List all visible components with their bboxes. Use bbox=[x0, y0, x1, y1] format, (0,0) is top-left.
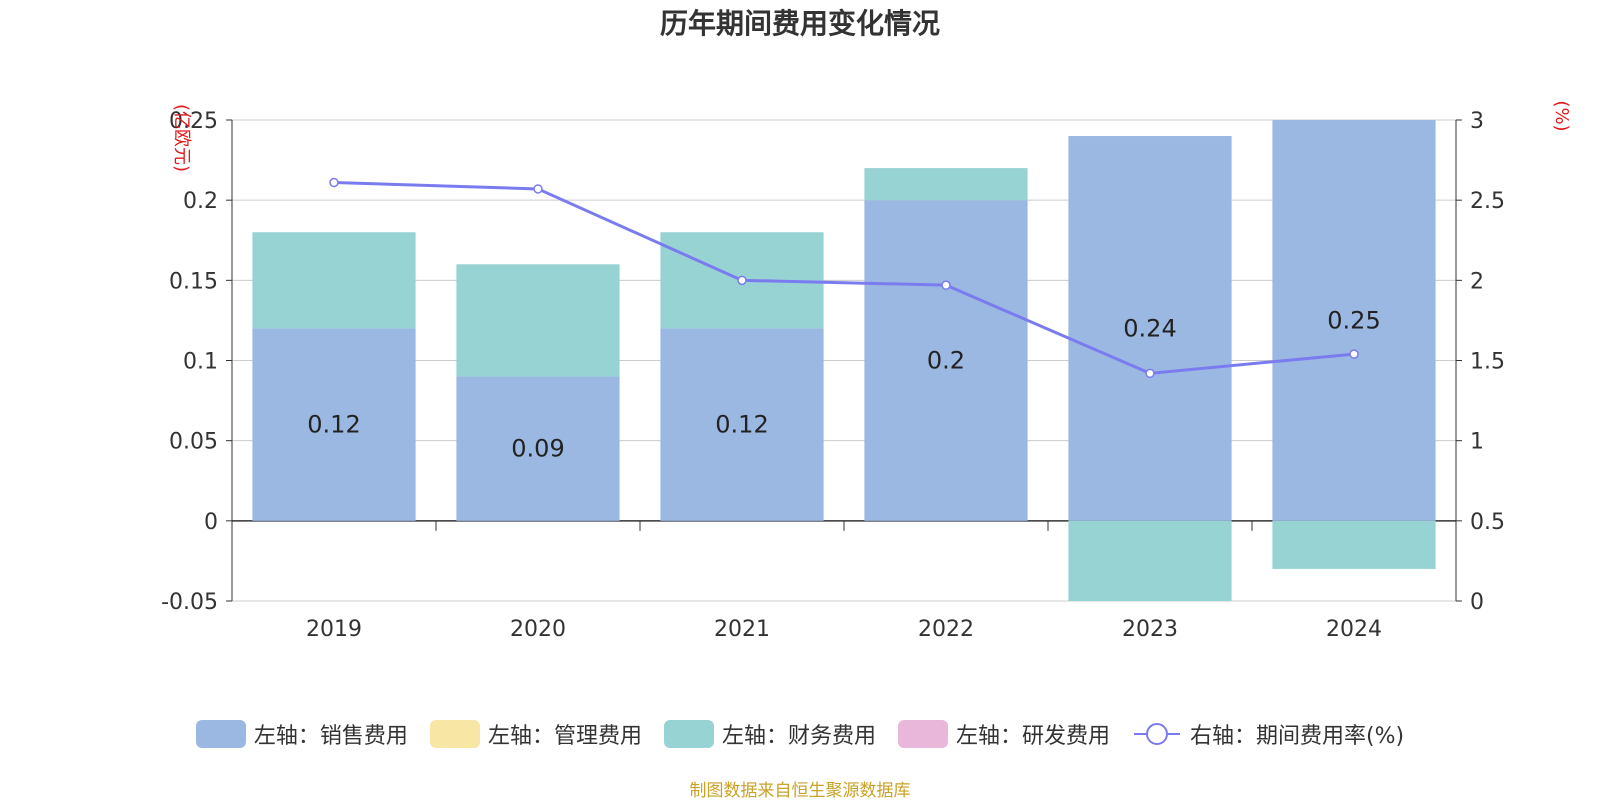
legend-label: 右轴：期间费用率(%) bbox=[1189, 724, 1405, 749]
rate-point bbox=[1145, 368, 1155, 379]
bar bbox=[252, 232, 416, 329]
right-axis-unit: (%) bbox=[1551, 100, 1572, 131]
bar-data-label: 0.25 bbox=[1327, 306, 1380, 334]
x-tick-label: 2019 bbox=[306, 617, 362, 642]
x-tick-label: 2023 bbox=[1122, 617, 1178, 642]
legend-item[interactable]: 左轴：财务费用 bbox=[663, 718, 876, 750]
chart-legend: 左轴：销售费用 左轴：管理费用 左轴：财务费用 左轴：研发费用 右轴：期间费用率(%) bbox=[0, 718, 1600, 750]
chart-title: 历年期间费用变化情况 bbox=[659, 7, 940, 40]
right-tick-label: 3 bbox=[1470, 109, 1484, 134]
rate-point bbox=[329, 177, 339, 188]
left-tick-label: 0.05 bbox=[169, 430, 218, 455]
bar bbox=[252, 328, 416, 521]
rate-point bbox=[737, 275, 747, 286]
left-axis-unit: (亿欧元) bbox=[171, 104, 192, 172]
right-tick-label: 2 bbox=[1470, 269, 1484, 294]
rate-line bbox=[333, 181, 1355, 375]
legend-label: 左轴：财务费用 bbox=[721, 724, 876, 749]
left-tick-label: 0.1 bbox=[183, 350, 218, 375]
chart-plot: 0.25 0.2 0.15 0.1 0.05 0 -0.05 3 2.5 2 1.5 1 0.5 0 (亿欧… bbox=[161, 100, 1572, 642]
x-tick-label: 2020 bbox=[510, 617, 566, 642]
x-tick-label: 2022 bbox=[918, 617, 974, 642]
right-tick-label: 0.5 bbox=[1470, 510, 1505, 535]
legend-swatch bbox=[429, 720, 480, 748]
bar bbox=[1272, 520, 1436, 569]
legend-item[interactable]: 右轴：期间费用率(%) bbox=[1132, 718, 1404, 750]
legend-swatch bbox=[1133, 723, 1180, 745]
rate-point bbox=[941, 280, 951, 290]
legend-swatch bbox=[663, 720, 714, 748]
bar-data-label: 0.12 bbox=[715, 411, 768, 439]
bar bbox=[1272, 120, 1436, 521]
right-tick-label: 1.5 bbox=[1470, 350, 1505, 375]
left-tick-label: -0.05 bbox=[161, 590, 218, 615]
bar bbox=[864, 168, 1028, 201]
legend-item[interactable]: 左轴：研发费用 bbox=[897, 718, 1110, 750]
legend-label: 左轴：管理费用 bbox=[487, 724, 642, 749]
bar bbox=[660, 328, 824, 521]
left-tick-label: 0 bbox=[204, 510, 218, 535]
bar-data-label: 0.2 bbox=[927, 347, 965, 375]
bar bbox=[1068, 136, 1232, 521]
bar-data-label: 0.09 bbox=[511, 435, 564, 463]
legend-label: 左轴：研发费用 bbox=[955, 724, 1110, 749]
legend-label: 左轴：销售费用 bbox=[253, 724, 408, 749]
right-tick-label: 2.5 bbox=[1470, 189, 1505, 214]
legend-swatch bbox=[897, 720, 948, 748]
right-tick-label: 1 bbox=[1470, 430, 1484, 455]
left-tick-label: 0.15 bbox=[169, 269, 218, 294]
legend-swatch bbox=[195, 720, 246, 748]
right-tick-label: 0 bbox=[1470, 590, 1484, 615]
source-note: 制图数据来自恒生聚源数据库 bbox=[689, 781, 911, 801]
left-tick-label: 0.25 bbox=[169, 109, 218, 134]
bar bbox=[864, 200, 1028, 521]
bar-data-label: 0.24 bbox=[1123, 314, 1176, 342]
legend-item[interactable]: 左轴：管理费用 bbox=[429, 718, 642, 750]
legend-item[interactable]: 左轴：销售费用 bbox=[195, 718, 408, 750]
bar bbox=[1068, 520, 1232, 601]
bar bbox=[456, 376, 620, 521]
rate-point bbox=[1349, 349, 1359, 359]
bar bbox=[456, 264, 620, 377]
rate-point bbox=[533, 184, 543, 194]
x-tick-label: 2021 bbox=[714, 617, 770, 642]
x-tick-label: 2024 bbox=[1326, 617, 1382, 642]
left-tick-label: 0.2 bbox=[183, 189, 218, 214]
bar-data-label: 0.12 bbox=[307, 411, 360, 439]
